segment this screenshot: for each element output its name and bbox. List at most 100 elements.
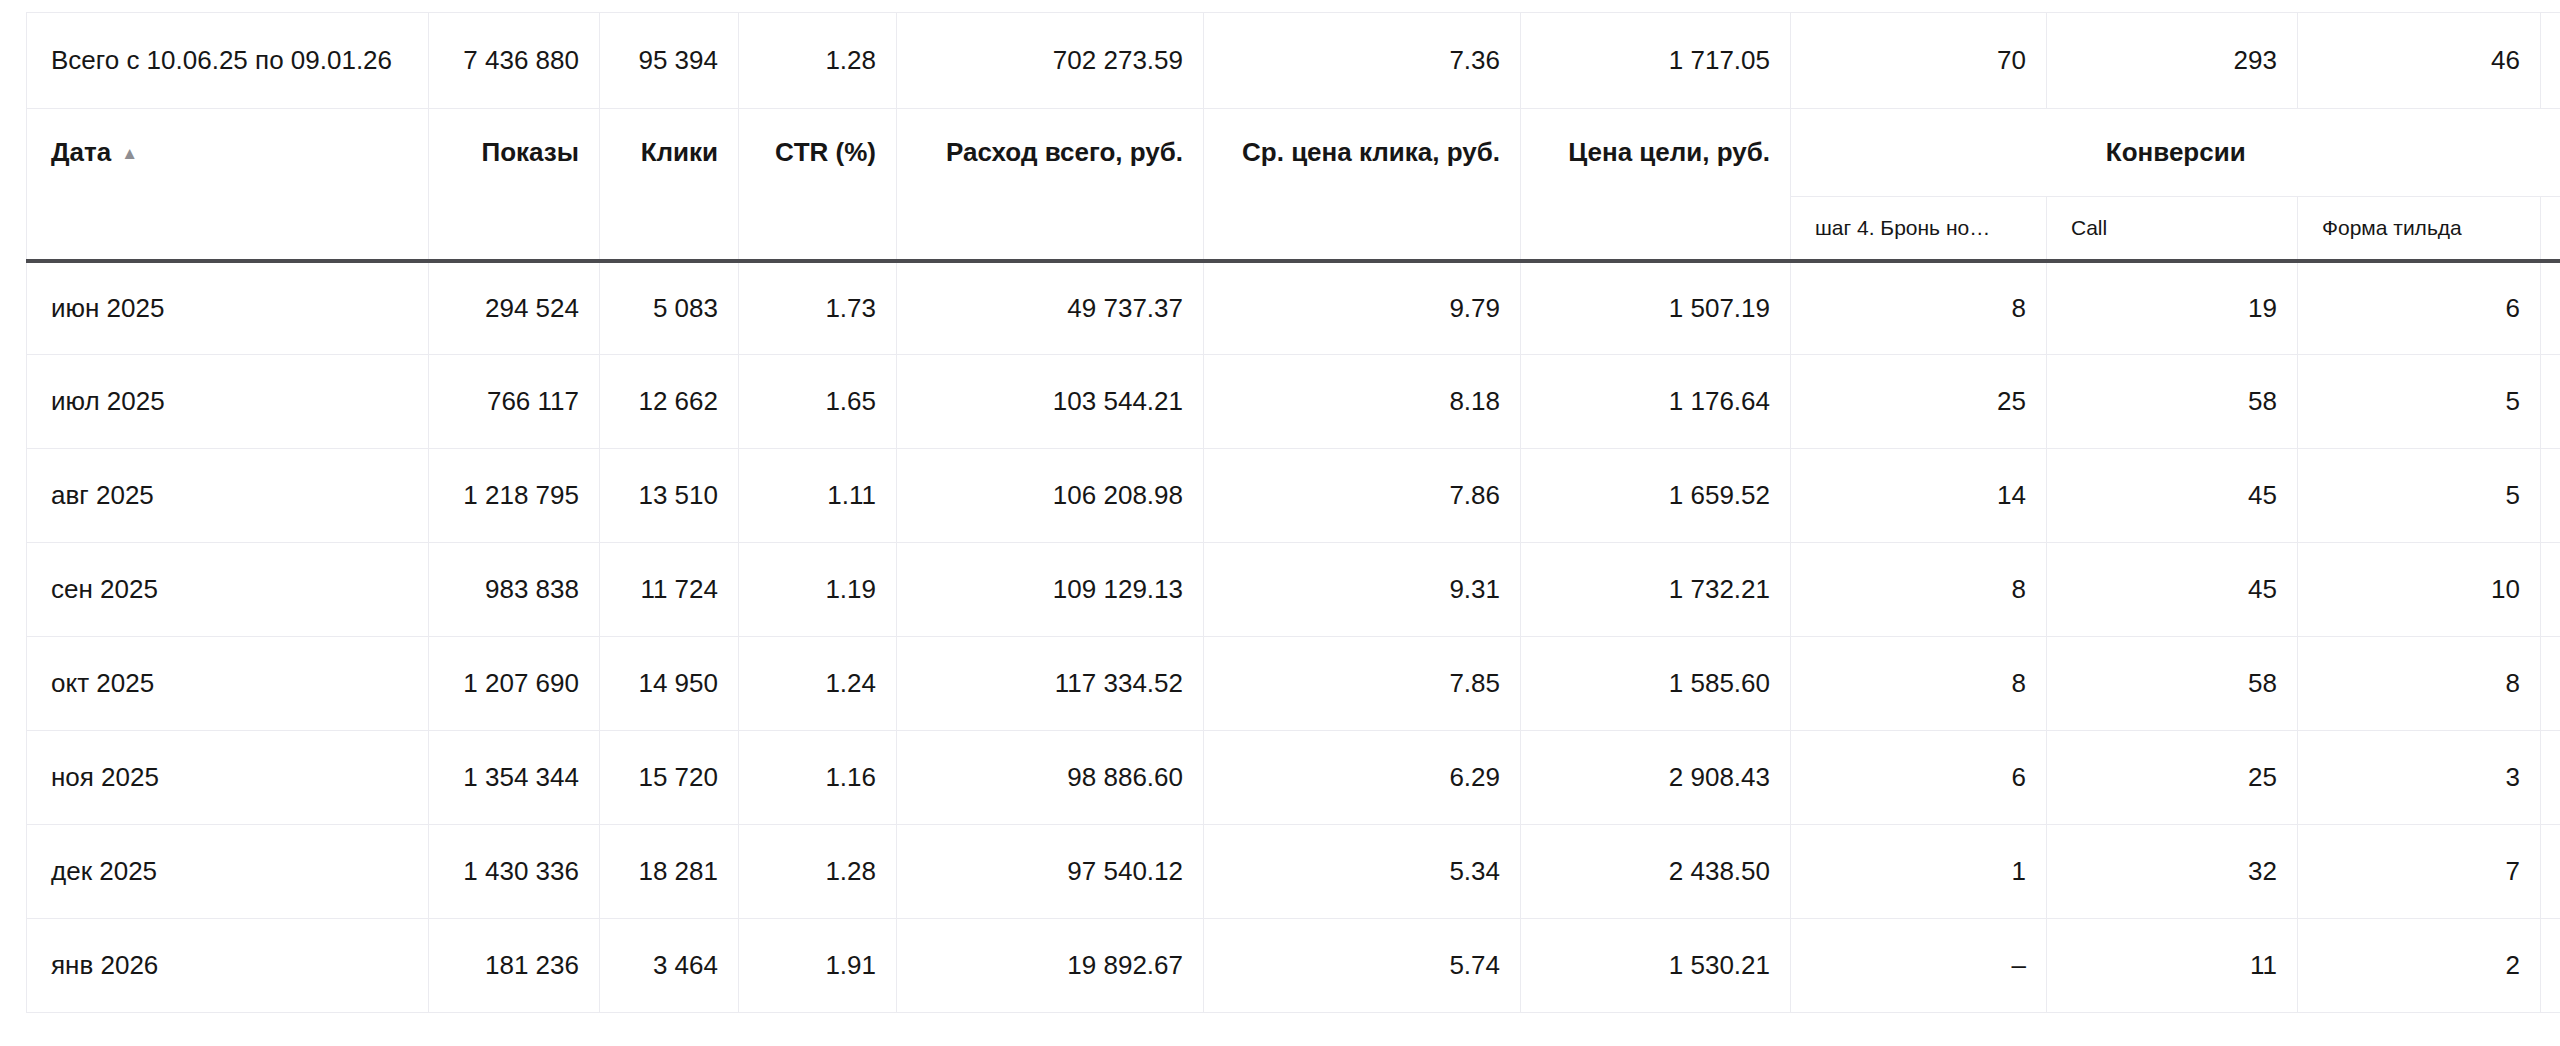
cost-cell: 98 886.60 — [897, 731, 1204, 825]
cutoff-column-cell — [2541, 731, 2560, 825]
conv-call-cell: 45 — [2047, 449, 2298, 543]
impressions-cell: 1 218 795 — [429, 449, 600, 543]
date-cell: дек 2025 — [27, 825, 429, 919]
goal-cost-cell: 1 176.64 — [1521, 355, 1791, 449]
ctr-cell: 1.24 — [739, 637, 897, 731]
column-header-impressions[interactable]: Показы — [429, 109, 600, 261]
table-row: янв 2026 181 236 3 464 1.91 19 892.67 5.… — [27, 919, 2560, 1013]
date-header-label: Дата — [51, 137, 111, 167]
ctr-cell: 1.11 — [739, 449, 897, 543]
goal-cost-cell: 2 438.50 — [1521, 825, 1791, 919]
column-group-conversions: Конверсии — [1791, 109, 2560, 197]
avg-cpc-cell: 9.31 — [1204, 543, 1521, 637]
cutoff-column-cell — [2541, 449, 2560, 543]
totals-clicks: 95 394 — [600, 13, 739, 109]
avg-cpc-cell: 6.29 — [1204, 731, 1521, 825]
report-table: Всего с 10.06.25 по 09.01.26 7 436 880 9… — [26, 12, 2560, 1013]
ctr-cell: 1.91 — [739, 919, 897, 1013]
table-row: сен 2025 983 838 11 724 1.19 109 129.13 … — [27, 543, 2560, 637]
cost-cell: 19 892.67 — [897, 919, 1204, 1013]
date-cell: июн 2025 — [27, 261, 429, 355]
conv-call-cell: 11 — [2047, 919, 2298, 1013]
ctr-cell: 1.28 — [739, 825, 897, 919]
conv-call-cell: 25 — [2047, 731, 2298, 825]
cutoff-column-cell — [2541, 637, 2560, 731]
cost-cell: 109 129.13 — [897, 543, 1204, 637]
cost-cell: 103 544.21 — [897, 355, 1204, 449]
sort-asc-icon: ▲ — [121, 144, 138, 164]
conv-call-cell: 58 — [2047, 637, 2298, 731]
cutoff-column-cell — [2541, 13, 2560, 109]
totals-cost: 702 273.59 — [897, 13, 1204, 109]
ctr-cell: 1.16 — [739, 731, 897, 825]
column-header-goal-cost[interactable]: Цена цели, руб. — [1521, 109, 1791, 261]
conv-step4-cell: 8 — [1791, 261, 2047, 355]
conv-tilda-cell: 7 — [2298, 825, 2541, 919]
clicks-cell: 15 720 — [600, 731, 739, 825]
ctr-cell: 1.65 — [739, 355, 897, 449]
avg-cpc-cell: 5.74 — [1204, 919, 1521, 1013]
column-header-ctr[interactable]: CTR (%) — [739, 109, 897, 261]
table-row: окт 2025 1 207 690 14 950 1.24 117 334.5… — [27, 637, 2560, 731]
conv-step4-cell: – — [1791, 919, 2047, 1013]
avg-cpc-cell: 7.86 — [1204, 449, 1521, 543]
conv-step4-cell: 25 — [1791, 355, 2047, 449]
conv-tilda-cell: 10 — [2298, 543, 2541, 637]
conv-step4-cell: 6 — [1791, 731, 2047, 825]
date-cell: июл 2025 — [27, 355, 429, 449]
clicks-cell: 12 662 — [600, 355, 739, 449]
table-row: ноя 2025 1 354 344 15 720 1.16 98 886.60… — [27, 731, 2560, 825]
cutoff-column-cell — [2541, 355, 2560, 449]
impressions-cell: 1 430 336 — [429, 825, 600, 919]
date-cell: авг 2025 — [27, 449, 429, 543]
avg-cpc-cell: 9.79 — [1204, 261, 1521, 355]
conv-step4-cell: 14 — [1791, 449, 2047, 543]
table-row: июн 2025 294 524 5 083 1.73 49 737.37 9.… — [27, 261, 2560, 355]
cutoff-column-cell — [2541, 825, 2560, 919]
impressions-cell: 294 524 — [429, 261, 600, 355]
conv-call-cell: 32 — [2047, 825, 2298, 919]
conv-tilda-cell: 6 — [2298, 261, 2541, 355]
conv-call-cell: 45 — [2047, 543, 2298, 637]
cutoff-column-cell — [2541, 543, 2560, 637]
column-header-avg-cpc[interactable]: Ср. цена клика, руб. — [1204, 109, 1521, 261]
clicks-cell: 18 281 — [600, 825, 739, 919]
date-cell: окт 2025 — [27, 637, 429, 731]
totals-conv-step4: 70 — [1791, 13, 2047, 109]
column-header-clicks[interactable]: Клики — [600, 109, 739, 261]
statistics-table: Всего с 10.06.25 по 09.01.26 7 436 880 9… — [26, 12, 2560, 1022]
conv-step4-cell: 8 — [1791, 637, 2047, 731]
cutoff-column-cell — [2541, 261, 2560, 355]
totals-label: Всего с 10.06.25 по 09.01.26 — [27, 13, 429, 109]
column-header-goal-tilda-form[interactable]: Форма тильда — [2298, 197, 2541, 261]
column-header-goal-step4-booking[interactable]: шаг 4. Бронь но… — [1791, 197, 2047, 261]
cost-cell: 49 737.37 — [897, 261, 1204, 355]
cutoff-column-cell — [2541, 919, 2560, 1013]
goal-cost-cell: 1 530.21 — [1521, 919, 1791, 1013]
avg-cpc-cell: 7.85 — [1204, 637, 1521, 731]
conv-step4-cell: 1 — [1791, 825, 2047, 919]
conv-tilda-cell: 5 — [2298, 449, 2541, 543]
goal-cost-cell: 2 908.43 — [1521, 731, 1791, 825]
avg-cpc-cell: 5.34 — [1204, 825, 1521, 919]
conv-tilda-cell: 8 — [2298, 637, 2541, 731]
impressions-cell: 983 838 — [429, 543, 600, 637]
clicks-cell: 13 510 — [600, 449, 739, 543]
clicks-cell: 14 950 — [600, 637, 739, 731]
date-cell: сен 2025 — [27, 543, 429, 637]
column-header-goal-call[interactable]: Call — [2047, 197, 2298, 261]
impressions-cell: 181 236 — [429, 919, 600, 1013]
totals-row: Всего с 10.06.25 по 09.01.26 7 436 880 9… — [27, 13, 2560, 109]
table-row: июл 2025 766 117 12 662 1.65 103 544.21 … — [27, 355, 2560, 449]
column-header-total-cost[interactable]: Расход всего, руб. — [897, 109, 1204, 261]
date-cell: янв 2026 — [27, 919, 429, 1013]
avg-cpc-cell: 8.18 — [1204, 355, 1521, 449]
goal-cost-cell: 1 507.19 — [1521, 261, 1791, 355]
totals-conv-tilda: 46 — [2298, 13, 2541, 109]
conv-tilda-cell: 3 — [2298, 731, 2541, 825]
cost-cell: 97 540.12 — [897, 825, 1204, 919]
conv-tilda-cell: 2 — [2298, 919, 2541, 1013]
column-header-date[interactable]: Дата ▲ — [27, 109, 429, 261]
header-row: Дата▲ Показы Клики CTR (%) Расход всего,… — [27, 109, 2560, 197]
cost-cell: 117 334.52 — [897, 637, 1204, 731]
